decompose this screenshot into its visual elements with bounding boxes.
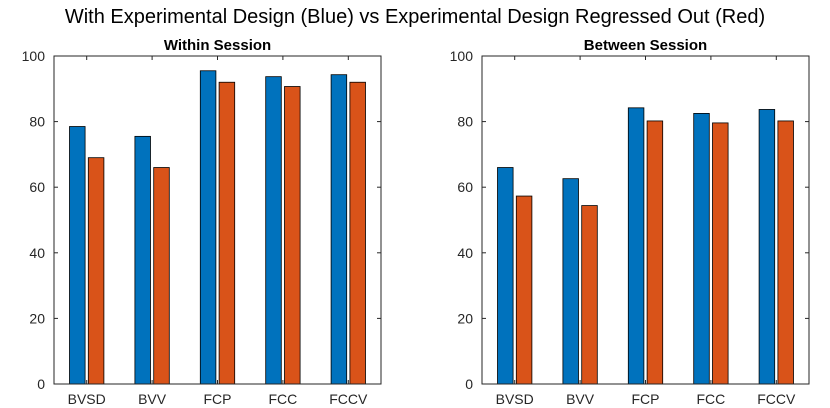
x-tick-label: BVSD <box>68 391 106 407</box>
bar-fcc-series-1 <box>265 76 282 385</box>
bar-fcc-series-1 <box>693 113 710 385</box>
bar-fcp-series-2 <box>646 120 664 385</box>
x-tick-label: FCC <box>697 391 726 407</box>
bar-fcp-series-1 <box>199 70 217 385</box>
y-tick-label: 80 <box>457 114 473 130</box>
bar-fcc-series-2 <box>284 86 301 385</box>
bar-fccv-series-1 <box>330 74 348 385</box>
bar-fcc-series-2 <box>712 122 729 385</box>
bar-bvv-series-1 <box>134 135 151 385</box>
y-tick-label: 40 <box>29 245 45 261</box>
y-tick-label: 80 <box>29 114 45 130</box>
x-tick-label: BVSD <box>496 391 534 407</box>
y-tick-label: 20 <box>457 310 473 326</box>
bar-bvsd-series-2 <box>515 195 533 385</box>
x-tick-label: BVV <box>138 391 167 407</box>
bar-bvv-series-2 <box>581 205 598 385</box>
axes-title: Between Session <box>584 37 707 54</box>
x-tick-label: FCCV <box>329 391 368 407</box>
tick-group: BVSD BVV FCP FCC FCCV 0 20 40 60 80 100 <box>22 48 381 407</box>
bar-fcp-series-1 <box>627 107 645 385</box>
y-tick-label: 100 <box>22 48 46 64</box>
chart-between-session: Between Session BVSD BVV FCP FCC FCCV 0 20 40 60… <box>450 37 810 407</box>
bar-bvsd-series-2 <box>87 157 105 385</box>
bar-bvsd-series-1 <box>69 126 86 385</box>
y-tick-label: 0 <box>37 376 45 392</box>
y-tick-label: 0 <box>465 376 473 392</box>
x-tick-label: FCP <box>204 391 232 407</box>
bar-fccv-series-1 <box>758 109 776 385</box>
bar-fcp-series-2 <box>218 81 236 385</box>
y-tick-label: 40 <box>457 245 473 261</box>
x-tick-label: FCCV <box>757 391 796 407</box>
bar-bvv-series-1 <box>562 178 579 385</box>
bar-group <box>69 70 366 385</box>
bar-bvsd-series-1 <box>497 167 514 385</box>
bar-fccv-series-2 <box>349 81 366 385</box>
figure-title: With Experimental Design (Blue) vs Exper… <box>65 6 765 28</box>
bar-group <box>497 107 794 385</box>
chart-within-session: Within Session BVSD BVV FCP FCC FCCV 0 20 40 60 8… <box>22 37 382 407</box>
tick-group: BVSD BVV FCP FCC FCCV 0 20 40 60 80 100 <box>450 48 809 407</box>
axes-title: Within Session <box>164 37 271 54</box>
y-tick-label: 100 <box>450 48 474 64</box>
y-tick-label: 60 <box>457 179 473 195</box>
x-tick-label: FCP <box>632 391 660 407</box>
y-tick-label: 20 <box>29 310 45 326</box>
y-tick-label: 60 <box>29 179 45 195</box>
x-tick-label: FCC <box>269 391 298 407</box>
bar-bvv-series-2 <box>153 167 170 385</box>
x-tick-label: BVV <box>566 391 595 407</box>
bar-fccv-series-2 <box>777 120 794 385</box>
